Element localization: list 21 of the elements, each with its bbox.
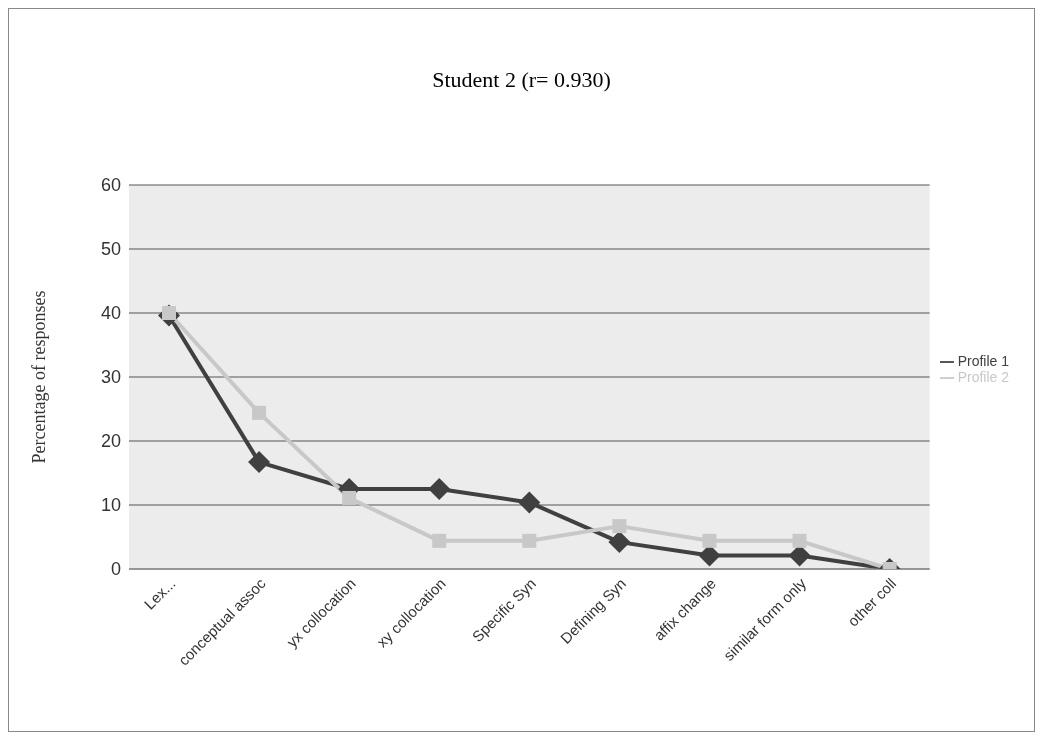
point [792, 533, 807, 548]
point [612, 519, 627, 534]
point [428, 478, 451, 500]
point [342, 490, 357, 505]
y-axis-title: Percentage of responses [29, 290, 50, 464]
point [522, 533, 537, 548]
y-tick-label: 0 [110, 559, 121, 580]
point [518, 491, 541, 514]
y-tick-label: 40 [100, 303, 121, 324]
point [252, 405, 267, 420]
point [702, 533, 717, 548]
point [432, 533, 447, 548]
y-tick-label: 50 [100, 239, 121, 260]
y-tick-label: 20 [100, 431, 121, 452]
chart-title: Student 2 (r= 0.930) [431, 67, 612, 93]
point [248, 451, 271, 474]
point [608, 531, 631, 554]
y-tick-label: 30 [100, 367, 121, 388]
y-tick-label: 10 [100, 495, 121, 516]
y-tick-label: 60 [100, 175, 121, 196]
legend-label: Profile 1 [957, 352, 1009, 369]
